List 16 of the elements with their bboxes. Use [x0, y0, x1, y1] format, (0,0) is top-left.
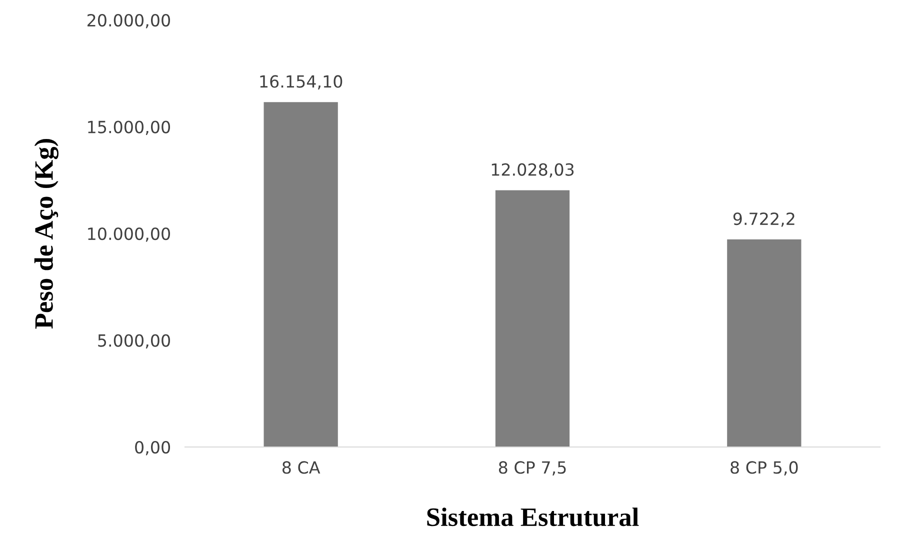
data-label: 9.722,2 [733, 212, 794, 227]
bar [727, 239, 802, 447]
data-label: 16.154,10 [260, 75, 342, 90]
y-axis-title: Peso de Aço (Kg) [34, 139, 59, 329]
bar [264, 102, 338, 447]
x-tick-label: 8 CP 5,0 [730, 461, 798, 476]
bar [495, 190, 570, 447]
x-tick-label: 8 CP 7,5 [498, 461, 566, 476]
y-tick-label: 15.000,00 [88, 120, 170, 136]
y-tick-label: 5.000,00 [98, 334, 170, 349]
y-tick-label: 20.000,00 [88, 14, 170, 28]
x-axis-title: Sistema Estrutural [427, 508, 639, 526]
y-tick-label: 0,00 [135, 440, 170, 456]
y-tick-label: 10.000,00 [88, 227, 170, 242]
x-tick-label: 8 CA [282, 461, 320, 474]
data-label: 12.028,03 [492, 163, 574, 178]
